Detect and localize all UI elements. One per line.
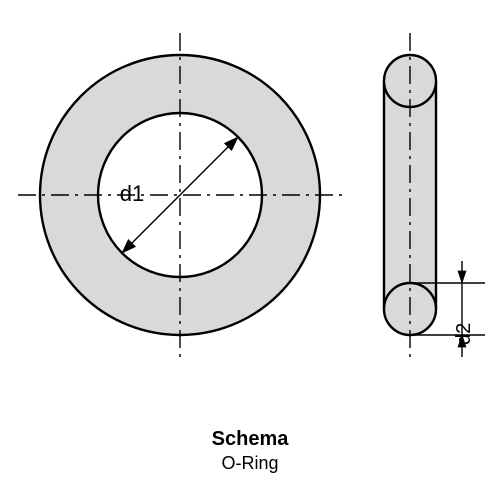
d2-label: d2 [453,323,475,345]
caption-subtitle: O-Ring [0,452,500,475]
d1-label: d1 [120,181,144,206]
caption: Schema O-Ring [0,427,500,475]
caption-title: Schema [0,427,500,452]
diagram-canvas: d1 d2 Schema O-Ring [0,0,500,500]
oring-schematic-svg: d1 d2 [0,0,500,500]
